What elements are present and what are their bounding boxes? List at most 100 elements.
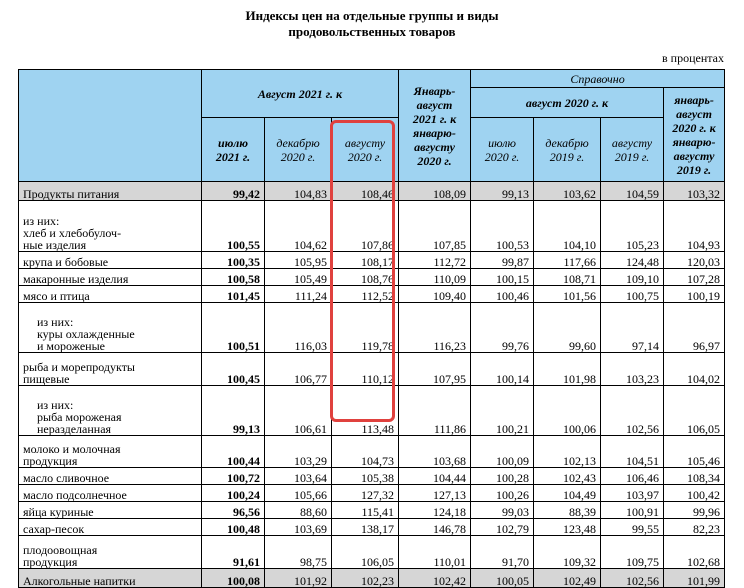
value-cell: 108,71 <box>533 268 601 286</box>
value-cell: 102,23 <box>331 568 399 588</box>
value-cell: 88,39 <box>533 501 601 519</box>
row-label: из них: рыба мороженая неразделанная <box>18 385 202 436</box>
value-cell: 100,55 <box>201 200 265 252</box>
row-label: Алкогольные напитки <box>18 568 202 588</box>
title-line-1: Индексы цен на отдельные группы и виды <box>245 8 499 23</box>
value-cell: 102,43 <box>533 467 601 485</box>
value-cell: 100,46 <box>470 285 534 303</box>
value-cell: 106,05 <box>662 385 726 436</box>
value-cell: 104,62 <box>264 200 332 252</box>
value-cell: 102,56 <box>600 568 664 588</box>
value-cell: 104,51 <box>600 435 664 468</box>
value-cell: 100,14 <box>470 352 534 386</box>
value-cell: 103,64 <box>264 467 332 485</box>
value-cell: 99,60 <box>533 302 601 353</box>
value-cell: 108,34 <box>662 467 726 485</box>
value-cell: 104,49 <box>533 484 601 502</box>
value-cell: 99,55 <box>600 518 664 536</box>
table-row: масло сливочное 100,72 103,64 105,38 104,44 1… <box>18 467 726 485</box>
row-label-line: яйца куриные <box>23 505 94 519</box>
value-cell: 101,98 <box>533 352 601 386</box>
value-cell: 101,56 <box>533 285 601 303</box>
value-cell: 127,32 <box>331 484 399 502</box>
table-row: мясо и птица 101,45 111,24 112,52 109,40 100,… <box>18 285 726 303</box>
table-body: Продукты питания 99,42 104,83 108,46 108,09 9… <box>18 181 726 588</box>
table-row: масло подсолнечное 100,24 105,66 127,32 127,… <box>18 484 726 502</box>
row-label: яйца куриные <box>18 501 202 519</box>
value-cell: 116,03 <box>264 302 332 353</box>
header-aug2021: Август 2021 г. к <box>201 69 399 118</box>
value-cell: 100,24 <box>201 484 265 502</box>
value-cell: 100,42 <box>662 484 726 502</box>
value-cell: 100,44 <box>201 435 265 468</box>
value-cell: 108,09 <box>398 181 471 201</box>
value-cell: 100,45 <box>201 352 265 386</box>
row-label-line: крупа и бобовые <box>23 255 109 269</box>
row-label-line: из них: <box>37 315 74 329</box>
value-cell: 106,05 <box>331 535 399 569</box>
row-label-line: ные изделия <box>23 238 87 252</box>
row-label: мясо и птица <box>18 285 202 303</box>
table-row: из них: хлеб и хлебобулоч-ные изделия 100,… <box>18 200 726 252</box>
row-label: крупа и бобовые <box>18 251 202 269</box>
value-cell: 117,66 <box>533 251 601 269</box>
value-cell: 103,23 <box>600 352 664 386</box>
value-cell: 108,76 <box>331 268 399 286</box>
value-cell: 109,75 <box>600 535 664 569</box>
table-row: Продукты питания 99,42 104,83 108,46 108,09 9… <box>18 181 726 201</box>
value-cell: 103,69 <box>264 518 332 536</box>
table-row: плодоовощная продукция 91,61 98,75 106,05 110… <box>18 535 726 569</box>
row-label-line: молоко и молочная <box>23 442 121 456</box>
value-cell: 120,03 <box>662 251 726 269</box>
value-cell: 113,48 <box>331 385 399 436</box>
table-row: сахар-песок 100,48 103,69 138,17 146,78 102,7… <box>18 518 726 536</box>
value-cell: 101,45 <box>201 285 265 303</box>
row-label-line: рыба и морепродукты <box>23 360 135 374</box>
value-cell: 103,32 <box>662 181 726 201</box>
value-cell: 82,23 <box>662 518 726 536</box>
row-label-line: макаронные изделия <box>23 272 129 286</box>
value-cell: 91,61 <box>201 535 265 569</box>
subheader-jul-2021: июлю 2021 г. <box>201 117 265 182</box>
value-cell: 99,42 <box>201 181 265 201</box>
subheader-aug-2020: августу 2020 г. <box>331 117 399 182</box>
row-label: из них: хлеб и хлебобулоч-ные изделия <box>18 200 202 252</box>
value-cell: 103,68 <box>398 435 471 468</box>
value-cell: 97,14 <box>600 302 664 353</box>
table-row: крупа и бобовые 100,35 105,95 108,17 112,72 9… <box>18 251 726 269</box>
value-cell: 104,93 <box>662 200 726 252</box>
value-cell: 100,53 <box>470 200 534 252</box>
row-label-line: Алкогольные напитки <box>23 574 136 588</box>
row-label-line: хлеб и хлебобулоч- <box>23 226 122 240</box>
value-cell: 104,44 <box>398 467 471 485</box>
row-label: из них: куры охлажденные и мороженые <box>18 302 202 353</box>
value-cell: 108,17 <box>331 251 399 269</box>
value-cell: 102,68 <box>662 535 726 569</box>
table-row: яйца куриные 96,56 88,60 115,41 124,18 99,03 8… <box>18 501 726 519</box>
row-label-line: продукция <box>23 555 78 569</box>
price-index-table: Август 2021 г. к Январь- август 2021 г. … <box>18 69 726 588</box>
row-label: рыба и морепродукты пищевые <box>18 352 202 386</box>
row-label-line: Продукты питания <box>23 187 120 201</box>
value-cell: 100,51 <box>201 302 265 353</box>
value-cell: 96,56 <box>201 501 265 519</box>
value-cell: 100,09 <box>470 435 534 468</box>
value-cell: 124,18 <box>398 501 471 519</box>
value-cell: 103,62 <box>533 181 601 201</box>
value-cell: 101,99 <box>662 568 726 588</box>
row-label-line: рыба мороженая <box>37 410 122 424</box>
row-label-line: плодоовощная <box>23 543 98 557</box>
value-cell: 98,75 <box>264 535 332 569</box>
header-reference: Справочно <box>469 69 726 88</box>
value-cell: 104,59 <box>600 181 664 201</box>
value-cell: 105,46 <box>662 435 726 468</box>
header-jan-aug-2020: январь- август 2020 г. к январю- августу… <box>662 87 726 182</box>
row-label: масло сливочное <box>18 467 202 485</box>
value-cell: 105,49 <box>264 268 332 286</box>
row-label: масло подсолнечное <box>18 484 202 502</box>
value-cell: 109,10 <box>600 268 664 286</box>
value-cell: 100,58 <box>201 268 265 286</box>
value-cell: 107,85 <box>398 200 471 252</box>
value-cell: 99,76 <box>470 302 534 353</box>
row-label-line: куры охлажденные <box>37 327 135 341</box>
